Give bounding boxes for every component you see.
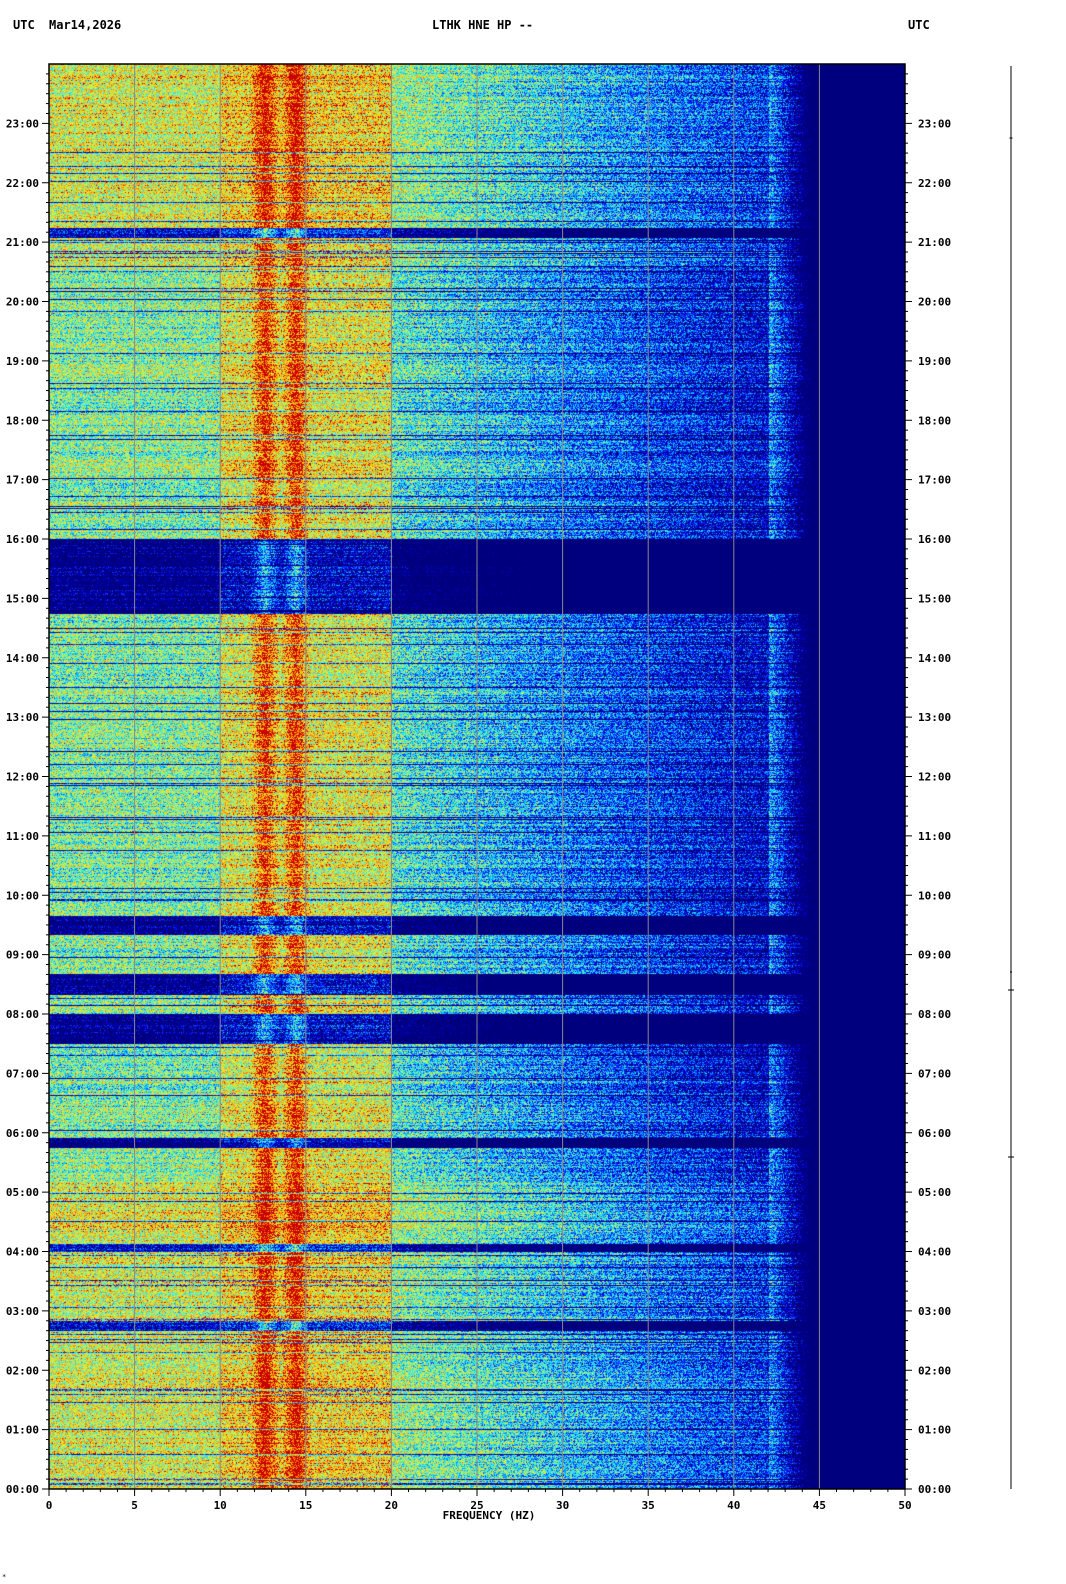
frequency-gridlines — [134, 64, 820, 1489]
y-tick-label-left-1: 01:00 — [6, 1424, 39, 1437]
y-tick-label-left-4: 04:00 — [6, 1246, 39, 1259]
left-timezone-label: UTC — [13, 18, 35, 32]
y-tick-label-right-19: 19:00 — [918, 355, 951, 368]
amplitude-side-trace — [1008, 66, 1014, 1489]
y-tick-label-right-2: 02:00 — [918, 1364, 951, 1377]
y-tick-label-left-12: 12:00 — [6, 771, 39, 784]
y-tick-label-right-0: 00:00 — [918, 1483, 951, 1496]
right-timezone-label: UTC — [908, 18, 930, 32]
x-tick-label-15: 15 — [299, 1499, 312, 1512]
x-tick-label-5: 5 — [131, 1499, 138, 1512]
y-tick-label-right-14: 14:00 — [918, 652, 951, 665]
y-tick-label-right-18: 18:00 — [918, 414, 951, 427]
y-tick-label-left-13: 13:00 — [6, 711, 39, 724]
y-tick-label-left-6: 06:00 — [6, 1127, 39, 1140]
y-tick-label-left-15: 15:00 — [6, 592, 39, 605]
y-tick-label-right-10: 10:00 — [918, 889, 951, 902]
y-tick-label-left-17: 17:00 — [6, 474, 39, 487]
y-tick-label-left-10: 10:00 — [6, 889, 39, 902]
y-tick-label-left-19: 19:00 — [6, 355, 39, 368]
y-tick-label-right-23: 23:00 — [918, 117, 951, 130]
y-tick-label-right-9: 09:00 — [918, 949, 951, 962]
y-tick-label-right-20: 20:00 — [918, 296, 951, 309]
x-tick-label-50: 50 — [898, 1499, 911, 1512]
y-tick-label-right-6: 06:00 — [918, 1127, 951, 1140]
y-tick-label-right-8: 08:00 — [918, 1008, 951, 1021]
y-tick-label-left-14: 14:00 — [6, 652, 39, 665]
y-tick-label-right-11: 11:00 — [918, 830, 951, 843]
station-title: LTHK HNE HP -- — [432, 18, 534, 32]
y-tick-label-left-11: 11:00 — [6, 830, 39, 843]
x-tick-label-40: 40 — [727, 1499, 740, 1512]
date-label: Mar14,2026 — [49, 18, 122, 32]
x-tick-label-45: 45 — [813, 1499, 826, 1512]
x-axis: 0 5 10 15 20 25 30 35 40 45 50 — [46, 1489, 912, 1512]
y-tick-label-left-16: 16:00 — [6, 533, 39, 546]
y-tick-label-left-18: 18:00 — [6, 414, 39, 427]
y-tick-label-left-22: 22:00 — [6, 177, 39, 190]
x-tick-label-10: 10 — [214, 1499, 227, 1512]
y-tick-label-right-22: 22:00 — [918, 177, 951, 190]
y-axis-right: 00:00 01:00 02:00 03:00 04:00 05:00 06:00 07:00… — [905, 73, 951, 1496]
y-tick-label-right-7: 07:00 — [918, 1067, 951, 1080]
y-tick-label-right-5: 05:00 — [918, 1186, 951, 1199]
y-tick-label-right-21: 21:00 — [918, 236, 951, 249]
y-tick-label-right-1: 01:00 — [918, 1424, 951, 1437]
y-tick-label-right-3: 03:00 — [918, 1305, 951, 1318]
x-axis-title: FREQUENCY (HZ) — [443, 1509, 536, 1522]
y-tick-label-right-15: 15:00 — [918, 592, 951, 605]
x-tick-label-0: 0 — [46, 1499, 53, 1512]
y-axis-left: 00:00 01:00 02:00 03:00 04:00 05:00 06:00 07:00… — [6, 73, 49, 1496]
y-tick-label-right-17: 17:00 — [918, 474, 951, 487]
x-tick-label-20: 20 — [385, 1499, 398, 1512]
y-tick-label-left-8: 08:00 — [6, 1008, 39, 1021]
y-tick-label-right-12: 12:00 — [918, 771, 951, 784]
y-tick-label-left-2: 02:00 — [6, 1364, 39, 1377]
y-tick-label-right-13: 13:00 — [918, 711, 951, 724]
x-tick-label-30: 30 — [556, 1499, 569, 1512]
y-tick-label-right-16: 16:00 — [918, 533, 951, 546]
x-tick-label-25: 25 — [470, 1499, 483, 1512]
y-tick-label-right-4: 04:00 — [918, 1246, 951, 1259]
y-tick-label-left-20: 20:00 — [6, 296, 39, 309]
y-tick-label-left-23: 23:00 — [6, 117, 39, 130]
corner-mark: * — [2, 1573, 7, 1581]
y-tick-label-left-7: 07:00 — [6, 1067, 39, 1080]
x-tick-label-35: 35 — [642, 1499, 655, 1512]
y-tick-label-left-9: 09:00 — [6, 949, 39, 962]
y-tick-label-left-0: 00:00 — [6, 1483, 39, 1496]
y-tick-label-left-21: 21:00 — [6, 236, 39, 249]
y-tick-label-left-3: 03:00 — [6, 1305, 39, 1318]
y-tick-label-left-5: 05:00 — [6, 1186, 39, 1199]
